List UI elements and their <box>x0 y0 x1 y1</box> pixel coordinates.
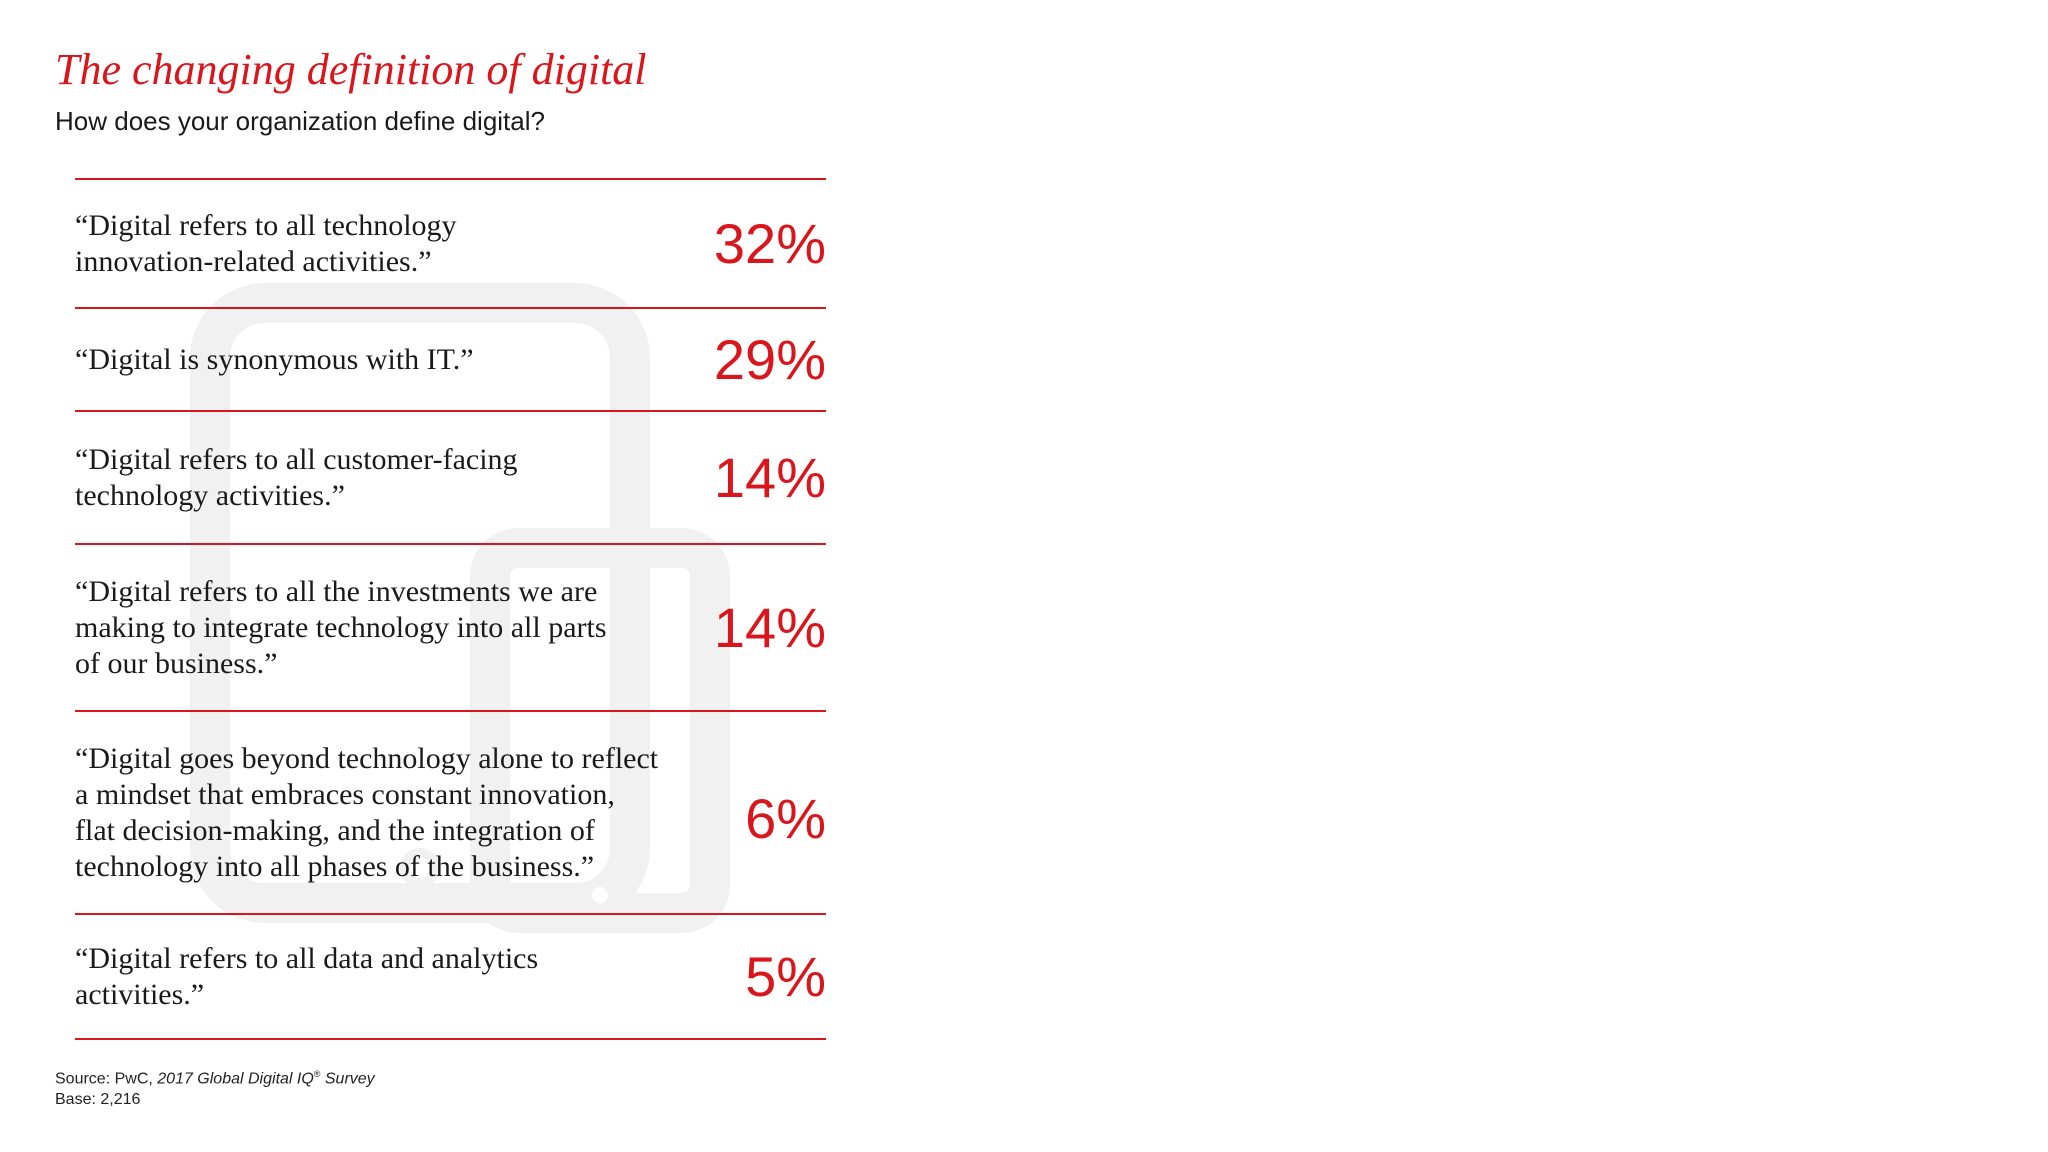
row-divider-5 <box>75 913 826 915</box>
definition-text: “Digital is synonymous with IT.” <box>75 342 474 376</box>
definition-text: “Digital refers to all technology innova… <box>75 208 457 278</box>
definition-text: “Digital goes beyond technology alone to… <box>75 741 659 883</box>
definition-text: “Digital refers to all the investments w… <box>75 574 607 680</box>
definition-text: “Digital refers to all customer-facing t… <box>75 442 518 512</box>
table-row: “Digital refers to all data and analytic… <box>75 915 826 1038</box>
row-divider-3 <box>75 543 826 545</box>
definition-text: “Digital refers to all data and analytic… <box>75 941 539 1011</box>
source-title: 2017 Global Digital IQ <box>157 1070 314 1088</box>
percent-value: 14% <box>713 595 826 659</box>
source-mark: ® <box>313 1069 321 1079</box>
source-prefix: Source: PwC, <box>55 1070 158 1088</box>
row-divider-2 <box>75 410 826 412</box>
chart-subtitle: How does your organization define digita… <box>55 106 545 136</box>
table-row: “Digital goes beyond technology alone to… <box>75 712 826 913</box>
table-row: “Digital refers to all the investments w… <box>75 545 826 710</box>
source-suffix: Survey <box>320 1070 375 1088</box>
percent-value: 32% <box>713 211 826 275</box>
percent-value: 5% <box>745 944 826 1008</box>
percent-value: 14% <box>713 445 826 509</box>
row-divider-6 <box>75 1038 826 1040</box>
table-row: “Digital refers to all customer-facing t… <box>75 412 826 543</box>
chart-title: The changing definition of digital <box>55 45 647 94</box>
percent-value: 6% <box>745 786 826 850</box>
row-divider-4 <box>75 710 826 712</box>
row-divider-1 <box>75 307 826 309</box>
base-note: Base: 2,216 <box>55 1091 141 1109</box>
percent-value: 29% <box>713 327 826 391</box>
table-row: “Digital is synonymous with IT.” 29% <box>75 309 826 410</box>
table-row: “Digital refers to all technology innova… <box>75 180 826 307</box>
source-note: Source: PwC, 2017 Global Digital IQ® Sur… <box>55 1064 375 1110</box>
row-divider-0 <box>75 178 826 180</box>
